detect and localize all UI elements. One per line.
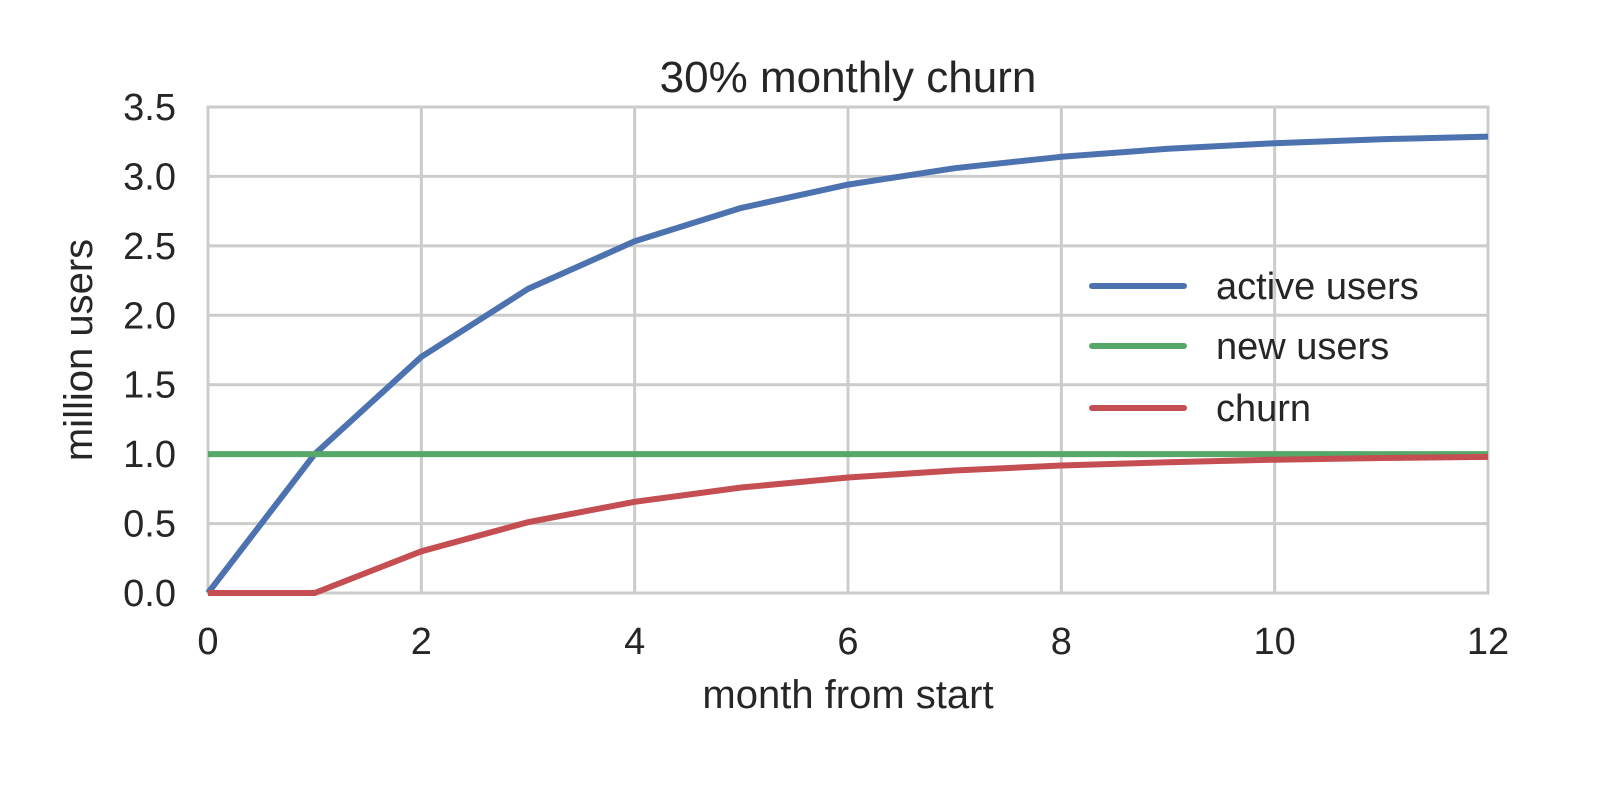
- x-tick-label: 8: [1051, 621, 1072, 663]
- tick-labels: 0 2 4 6 8 10 12 0.0 0.5 1.0 1.5 2.0 2.5 3.0 3.5: [123, 87, 1509, 663]
- legend: active users new users churn: [1089, 266, 1419, 430]
- legend-label-active-users: active users: [1216, 266, 1419, 308]
- legend-label-churn: churn: [1216, 388, 1311, 430]
- x-tick-label: 2: [411, 621, 432, 663]
- y-tick-label: 1.5: [123, 365, 176, 407]
- plot-frame: [206, 105, 1490, 595]
- chart-title: 30% monthly churn: [660, 53, 1037, 102]
- y-tick-label: 0.5: [123, 504, 176, 546]
- x-tick-label: 4: [624, 621, 645, 663]
- x-tick-label: 6: [837, 621, 858, 663]
- x-axis-label: month from start: [702, 673, 993, 717]
- series-lines: [205, 133, 1489, 596]
- series-line-churn: [208, 453, 1489, 596]
- y-axis-label: million users: [57, 239, 101, 461]
- y-tick-label: 3.0: [123, 156, 176, 198]
- x-tick-label: 10: [1254, 621, 1296, 663]
- y-tick-label: 2.0: [123, 295, 176, 337]
- y-tick-label: 3.5: [123, 87, 176, 129]
- x-tick-label: 0: [197, 621, 218, 663]
- x-tick-label: 12: [1467, 621, 1509, 663]
- legend-label-new-users: new users: [1216, 326, 1389, 368]
- y-tick-label: 1.0: [123, 434, 176, 476]
- series-line-active-users: [205, 133, 1489, 595]
- y-tick-label: 2.5: [123, 226, 176, 268]
- y-tick-label: 0.0: [123, 573, 176, 615]
